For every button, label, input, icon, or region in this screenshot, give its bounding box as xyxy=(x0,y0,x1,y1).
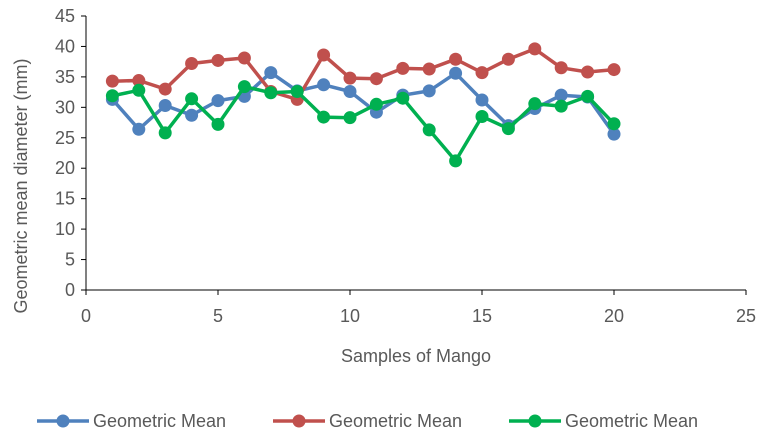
legend: Geometric Mean Geometric Mean Geometric Me… xyxy=(37,411,698,431)
data-point xyxy=(475,109,489,123)
x-tick-label: 20 xyxy=(604,306,624,326)
data-point xyxy=(607,117,621,131)
data-point xyxy=(554,99,568,113)
data-point xyxy=(132,83,146,97)
data-point xyxy=(369,97,383,111)
x-tick-label: 15 xyxy=(472,306,492,326)
axes-layer: 0 5 10 15 20 25 30 35 40 45 0 5 10 15 20 25 xyxy=(55,6,756,326)
legend-label: Geometric Mean xyxy=(93,411,226,431)
data-point xyxy=(475,93,489,107)
data-point xyxy=(237,51,251,65)
data-point xyxy=(369,72,383,86)
series-layer xyxy=(105,42,621,168)
data-point xyxy=(422,84,436,98)
y-tick-label: 0 xyxy=(65,280,75,300)
data-point xyxy=(581,65,595,79)
y-axis-title: Geometric mean diameter (mm) xyxy=(11,58,31,313)
legend-item-2: Geometric Mean xyxy=(273,411,462,431)
legend-item-3: Geometric Mean xyxy=(509,411,698,431)
y-tick-label: 30 xyxy=(55,97,75,117)
data-point xyxy=(105,74,119,88)
y-tick-label: 20 xyxy=(55,158,75,178)
legend-label: Geometric Mean xyxy=(565,411,698,431)
series-2 xyxy=(105,42,621,106)
data-point xyxy=(528,97,542,111)
data-point xyxy=(264,66,278,80)
y-tick-label: 35 xyxy=(55,67,75,87)
x-tick-label: 25 xyxy=(736,306,756,326)
data-point xyxy=(501,122,515,136)
data-point xyxy=(158,126,172,140)
data-point xyxy=(211,53,225,67)
legend-item-1: Geometric Mean xyxy=(37,411,226,431)
series-line xyxy=(112,47,615,102)
data-point xyxy=(422,123,436,137)
y-tick-label: 15 xyxy=(55,189,75,209)
data-point xyxy=(237,80,251,94)
data-point xyxy=(475,66,489,80)
data-point xyxy=(607,63,621,77)
data-point xyxy=(158,82,172,96)
x-axis-title: Samples of Mango xyxy=(341,346,491,366)
data-point xyxy=(132,122,146,136)
data-point xyxy=(554,88,568,102)
data-point xyxy=(343,71,357,85)
data-point xyxy=(343,111,357,125)
data-point xyxy=(396,61,410,75)
y-tick-label: 40 xyxy=(55,36,75,56)
data-point xyxy=(449,52,463,66)
data-point xyxy=(422,62,436,76)
x-tick-label: 5 xyxy=(213,306,223,326)
data-point xyxy=(211,117,225,131)
data-point xyxy=(501,52,515,66)
data-point xyxy=(317,48,331,62)
data-point xyxy=(185,56,199,70)
data-point xyxy=(185,108,199,122)
y-tick-label: 10 xyxy=(55,219,75,239)
legend-label: Geometric Mean xyxy=(329,411,462,431)
label-layer: Samples of Mango Geometric mean diameter… xyxy=(11,58,491,366)
y-tick-label: 25 xyxy=(55,128,75,148)
data-point xyxy=(449,66,463,80)
y-tick-label: 5 xyxy=(65,250,75,270)
data-point xyxy=(554,61,568,75)
data-point xyxy=(211,94,225,108)
data-point xyxy=(264,86,278,100)
data-point xyxy=(343,85,357,99)
data-point xyxy=(132,74,146,88)
data-point xyxy=(581,89,595,103)
x-tick-label: 10 xyxy=(340,306,360,326)
series-3 xyxy=(105,80,621,168)
data-point xyxy=(528,42,542,56)
data-point xyxy=(396,91,410,105)
legend-marker xyxy=(56,414,70,428)
data-point xyxy=(317,110,331,124)
data-point xyxy=(317,78,331,92)
data-point xyxy=(449,154,463,168)
y-tick-label: 45 xyxy=(55,6,75,26)
legend-marker xyxy=(528,414,542,428)
data-point xyxy=(607,127,621,141)
x-tick-label: 0 xyxy=(81,306,91,326)
data-point xyxy=(290,85,304,99)
data-point xyxy=(158,99,172,113)
data-point xyxy=(185,92,199,106)
data-point xyxy=(105,89,119,103)
legend-marker xyxy=(292,414,306,428)
